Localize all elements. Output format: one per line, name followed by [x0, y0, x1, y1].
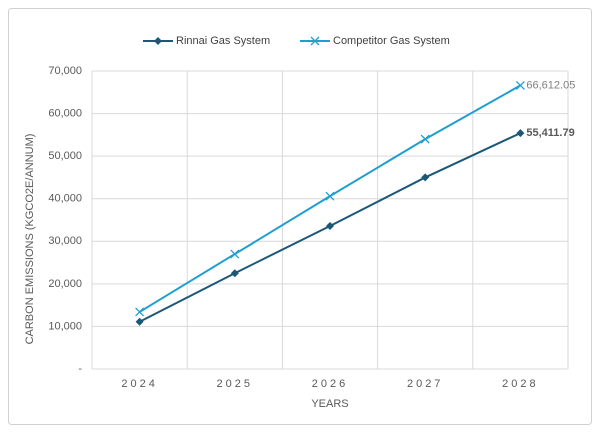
y-tick-label: 60,000: [48, 107, 82, 119]
y-tick-label: 40,000: [48, 193, 82, 205]
data-point: [326, 221, 334, 230]
data-point: [230, 249, 240, 259]
chart-border: [8, 8, 592, 425]
x-tick-label: 2027: [407, 378, 443, 390]
data-point: [421, 173, 430, 182]
data-point: [135, 317, 144, 326]
legend-marker: [310, 36, 320, 46]
data-label: 55,411.79: [526, 127, 574, 139]
y-tick-label: 50,000: [48, 150, 82, 162]
x-tick-label: 2025: [217, 378, 253, 390]
y-tick-label: 20,000: [48, 278, 82, 290]
legend-label: Rinnai Gas System: [176, 35, 270, 47]
data-point: [230, 269, 239, 278]
data-point: [420, 134, 430, 144]
x-tick-label: 2024: [121, 378, 157, 390]
legend-marker: [154, 37, 162, 45]
data-point: [135, 307, 145, 317]
legend-label: Competitor Gas System: [333, 35, 450, 47]
y-tick-label: 10,000: [48, 320, 82, 332]
data-point: [516, 129, 525, 138]
y-tick-label: -: [78, 363, 82, 375]
x-tick-label: 2028: [502, 378, 538, 390]
data-point: [515, 80, 525, 90]
y-tick-label: 30,000: [48, 235, 82, 247]
y-tick-label: 70,000: [48, 65, 82, 77]
x-tick-label: 2026: [312, 378, 348, 390]
data-label: 66,612.05: [526, 79, 575, 91]
y-axis-title: CARBON EMISSIONS (KGCO2E/ANNUM): [24, 134, 36, 345]
x-axis-title: YEARS: [311, 398, 348, 410]
data-point: [325, 191, 335, 201]
